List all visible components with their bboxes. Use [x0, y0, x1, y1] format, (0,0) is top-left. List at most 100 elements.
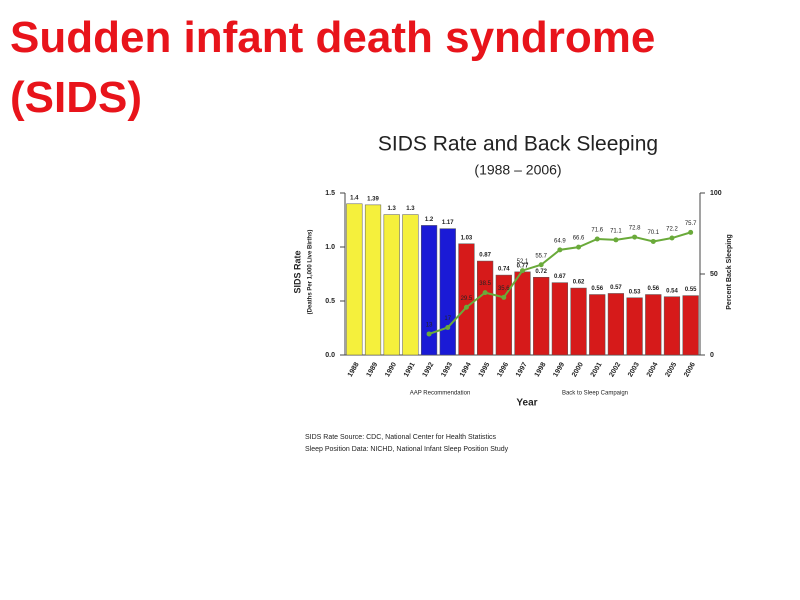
line-value-label: 66.6 — [573, 236, 585, 242]
bar-value-label: 0.56 — [647, 286, 659, 292]
annotation: Back to Sleep Campaign — [562, 391, 628, 397]
bar-value-label: 1.3 — [406, 206, 415, 212]
y2-tick-label: 0 — [710, 352, 714, 359]
bar — [663, 296, 681, 356]
line-point — [463, 304, 469, 310]
bar-value-label: 0.57 — [610, 285, 622, 291]
line-point — [557, 247, 563, 253]
bar-value-label: 0.54 — [666, 288, 678, 294]
line-point — [445, 324, 451, 330]
bar-value-label: 0.62 — [573, 280, 585, 286]
line-point — [426, 331, 432, 337]
x-tick-label: 1998 — [534, 361, 548, 378]
line-point — [650, 238, 656, 244]
bar — [589, 294, 606, 356]
x-tick-label: 1994 — [459, 361, 473, 378]
x-tick-label: 2002 — [608, 361, 622, 378]
annotation: AAP Recommendation — [410, 391, 471, 397]
line-value-label: 72.2 — [666, 227, 678, 233]
line-point — [576, 244, 582, 250]
line-value-label: 38.5 — [479, 281, 491, 287]
bar — [477, 260, 494, 356]
line-value-label: 64.9 — [554, 238, 566, 244]
line-value-label: 70.1 — [647, 230, 659, 236]
y-axis-label: SIDS Rate — [292, 250, 302, 293]
bar-value-label: 0.77 — [517, 263, 529, 269]
bar-value-label: 0.55 — [685, 287, 697, 293]
x-tick-label: 2001 — [590, 361, 604, 378]
line-value-label: 52.1 — [517, 259, 529, 265]
bar — [626, 297, 643, 356]
x-tick-label: 1990 — [384, 361, 398, 378]
y2-axis-label: Percent Back Sleeping — [726, 234, 733, 309]
bar-value-label: 1.3 — [388, 206, 397, 212]
bar — [607, 293, 625, 356]
source-note: SIDS Rate Source: CDC, National Center f… — [305, 434, 497, 441]
bar — [383, 214, 400, 356]
slide-title: Sudden infant death syndrome (SIDS) — [10, 13, 656, 122]
bar-value-label: 0.53 — [629, 289, 641, 295]
y-tick-label: 1.0 — [325, 244, 335, 251]
bar — [364, 204, 382, 356]
bar-value-label: 0.74 — [498, 267, 510, 273]
bar-value-label: 0.72 — [535, 269, 547, 275]
x-tick-label: 1999 — [552, 361, 566, 378]
chart-subtitle: (1988 – 2006) — [474, 162, 561, 178]
x-tick-label: 2004 — [646, 361, 660, 378]
bar — [420, 225, 438, 356]
bar-value-label: 0.87 — [479, 253, 491, 259]
line-point — [613, 237, 619, 243]
line-point — [538, 262, 544, 268]
line-point — [520, 268, 525, 274]
y-tick-label: 0.5 — [325, 298, 335, 305]
y-tick-label: 0.0 — [325, 352, 335, 359]
x-tick-label: 2006 — [683, 361, 697, 378]
x-tick-label: 1988 — [347, 361, 361, 378]
line-value-label: 72.8 — [629, 226, 641, 232]
bar-value-label: 1.4 — [350, 195, 359, 201]
bar — [458, 243, 475, 356]
bar-value-label: 0.67 — [554, 274, 566, 280]
bar — [682, 295, 699, 356]
bar — [551, 282, 568, 356]
x-tick-label: 1991 — [403, 361, 417, 378]
bar-value-label: 1.2 — [425, 217, 434, 223]
line-value-label: 29.5 — [461, 296, 473, 302]
x-tick-label: 2000 — [571, 361, 585, 378]
bar-value-label: 1.03 — [461, 235, 473, 241]
chart-title: SIDS Rate and Back Sleeping — [378, 133, 658, 156]
line-point — [501, 294, 507, 300]
line-value-label: 13 — [426, 323, 433, 329]
line-point — [482, 290, 488, 296]
line-value-label: 35.6 — [498, 286, 510, 292]
x-tick-label: 2003 — [627, 361, 641, 378]
bar — [645, 294, 662, 356]
x-tick-label: 1989 — [366, 361, 380, 378]
line-value-label: 71.6 — [591, 228, 603, 234]
bar — [570, 287, 587, 356]
bar — [346, 203, 363, 356]
x-tick-label: 1997 — [515, 361, 529, 378]
y2-tick-label: 50 — [710, 271, 718, 278]
line-point — [594, 236, 600, 242]
bar-value-label: 1.39 — [367, 196, 379, 202]
y-axis-sublabel: (Deaths Per 1,000 Live Births) — [308, 230, 314, 315]
bar — [533, 276, 550, 356]
x-tick-label: 1995 — [478, 361, 492, 378]
line-value-label: 71.1 — [610, 228, 622, 234]
bar — [514, 271, 531, 356]
line-point — [688, 229, 694, 235]
source-note: Sleep Position Data: NICHD, National Inf… — [305, 446, 509, 453]
bar — [439, 228, 456, 356]
y-tick-label: 1.5 — [325, 190, 335, 197]
x-tick-label: 1993 — [440, 361, 454, 378]
line-point — [632, 234, 638, 240]
x-tick-label: 2005 — [664, 361, 678, 378]
line-value-label: 55.7 — [535, 253, 547, 259]
bar — [402, 214, 419, 356]
bar-value-label: 1.17 — [442, 220, 454, 226]
x-tick-label: 1996 — [496, 361, 510, 378]
line-value-label: 17 — [444, 316, 451, 322]
